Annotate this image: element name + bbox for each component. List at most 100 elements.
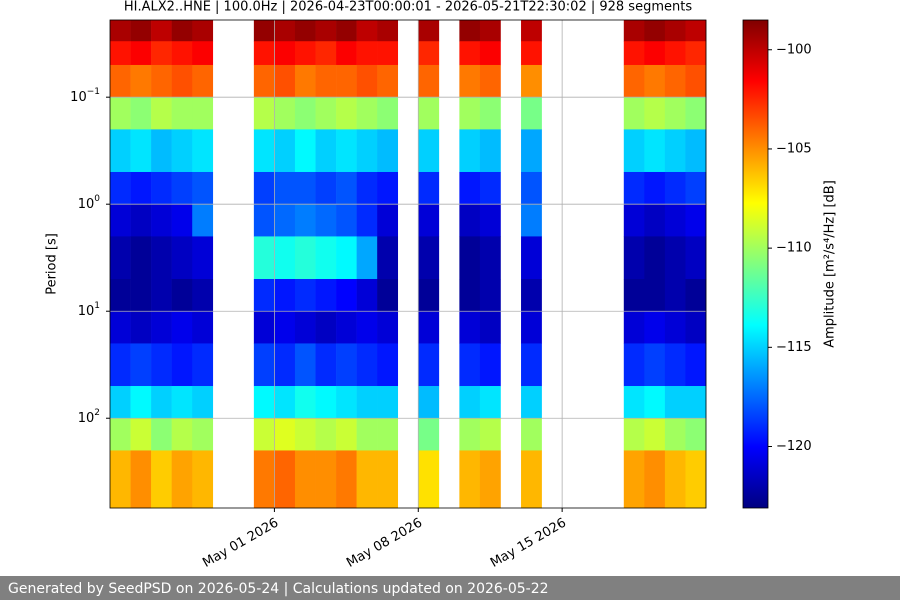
heatmap-cell [623, 236, 645, 280]
heatmap-cell [171, 41, 193, 66]
heatmap-cell [685, 236, 707, 280]
x-tick-label: May 08 2026 [344, 516, 425, 571]
heatmap-cell [130, 311, 152, 344]
heatmap-cell [664, 97, 686, 130]
heatmap-cell [664, 450, 686, 509]
colorbar-label: Amplitude [m²/s⁴/Hz] [dB] [823, 180, 838, 348]
heatmap-cell [644, 41, 666, 66]
heatmap-cell [253, 386, 275, 419]
plot-frame [109, 19, 707, 509]
heatmap-cell [110, 343, 131, 387]
heatmap-cell [685, 204, 707, 237]
heatmap-cell [418, 171, 440, 205]
y-tick-label: 102 [78, 408, 100, 426]
heatmap-cell [377, 386, 399, 419]
heatmap-cell [685, 97, 707, 130]
heatmap-cell [315, 311, 337, 344]
heatmap-cell [479, 129, 501, 173]
heatmap-cell [521, 418, 542, 451]
heatmap-cell [521, 279, 542, 312]
heatmap-cell [356, 204, 378, 237]
heatmap-cell [479, 311, 501, 344]
heatmap-cell [377, 450, 399, 509]
heatmap-cell [356, 64, 378, 98]
heatmap-cell [130, 20, 152, 42]
heatmap-cell [274, 20, 296, 42]
heatmap-cell [253, 343, 275, 387]
heatmap-cell [459, 64, 481, 98]
y-tick-label-exponent: 1 [94, 301, 100, 311]
y-tick-label-base: 10 [78, 304, 95, 319]
heatmap-cell [171, 171, 193, 205]
heatmap-cell [664, 204, 686, 237]
heatmap-cell [418, 450, 440, 509]
heatmap-cell [336, 343, 357, 387]
heatmap-cell [418, 311, 440, 344]
heatmap-cell [130, 386, 152, 419]
heatmap-cell [479, 279, 501, 312]
heatmap-cell [294, 97, 316, 130]
heatmap-cell [644, 171, 666, 205]
heatmap-cell [644, 311, 666, 344]
heatmap-cell [274, 418, 296, 451]
heatmap-cell [315, 450, 337, 509]
heatmap-cell [294, 20, 316, 42]
heatmap-cell [336, 418, 357, 451]
heatmap-cell [479, 20, 501, 42]
heatmap-cell [521, 171, 542, 205]
heatmap-cell [336, 129, 357, 173]
heatmap-cell [685, 418, 707, 451]
heatmap-cell [294, 343, 316, 387]
heatmap-cell [623, 418, 645, 451]
heatmap-cell [151, 343, 172, 387]
heatmap-cell [644, 279, 666, 312]
heatmap-cell [664, 311, 686, 344]
heatmap-cell [685, 20, 707, 42]
heatmap-cell [418, 129, 440, 173]
heatmap-cell [151, 129, 172, 173]
heatmap-cell [623, 311, 645, 344]
heatmap-cell [274, 386, 296, 419]
heatmap-cell [418, 386, 440, 419]
heatmap-cell [253, 64, 275, 98]
colorbar-tick-label: −105 [776, 141, 812, 156]
heatmap-cell [274, 236, 296, 280]
heatmap-cell [644, 418, 666, 451]
heatmap-cell [521, 311, 542, 344]
heatmap-cell [315, 64, 337, 98]
heatmap-cell [171, 279, 193, 312]
heatmap-cell [130, 343, 152, 387]
heatmap-cell [377, 129, 399, 173]
heatmap-cell [253, 418, 275, 451]
heatmap-cell [521, 343, 542, 387]
heatmap-cell [294, 129, 316, 173]
heatmap-cell [644, 204, 666, 237]
heatmap-cell [377, 418, 399, 451]
heatmap-cell [151, 236, 172, 280]
heatmap-cell [356, 20, 378, 42]
heatmap-cell [685, 129, 707, 173]
heatmap-cell [459, 386, 481, 419]
colorbar [742, 19, 769, 509]
heatmap-cell [110, 171, 131, 205]
colorbar-tick-label: −110 [776, 241, 812, 256]
heatmap-cell [336, 41, 357, 66]
heatmap-cell [130, 450, 152, 509]
heatmap-cell [151, 20, 172, 42]
heatmap-cell [377, 41, 399, 66]
heatmap-cell [356, 171, 378, 205]
heatmap-cell [130, 204, 152, 237]
heatmap-cell [418, 343, 440, 387]
heatmap-cell [479, 64, 501, 98]
x-tick-label: May 15 2026 [488, 516, 569, 571]
heatmap-cell [294, 41, 316, 66]
heatmap-cell [418, 204, 440, 237]
heatmap-cell [356, 311, 378, 344]
heatmap-cell [274, 343, 296, 387]
heatmap-cell [294, 171, 316, 205]
heatmap-cell [151, 386, 172, 419]
heatmap-cell [459, 129, 481, 173]
y-tick-label-base: 10 [78, 411, 95, 426]
heatmap-cell [356, 279, 378, 312]
